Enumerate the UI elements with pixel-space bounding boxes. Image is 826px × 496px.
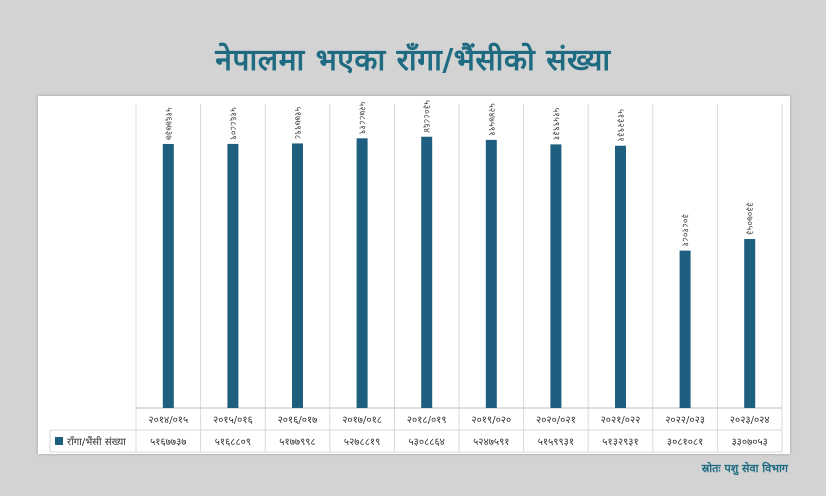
x-tick-label: २०२१/०२२ [601,415,641,426]
bar [356,138,368,408]
bar-data-label: ५१७७९९८ [292,107,302,140]
x-tick-label: २०१७/०१८ [342,415,382,426]
table-value-cell: ५२४७५९१ [473,437,509,448]
table-value-cell: ५१६७७३७ [150,437,186,448]
bar-data-label: ३०८१०८१ [680,214,690,247]
page-title: नेपालमा भएका राँगा/भैंसीको संख्या [215,43,611,78]
x-tick-label: २०२०/०२१ [536,415,576,426]
bar-data-label: ५१६८८०९ [227,107,237,140]
table-value-cell: ५१६८८०९ [215,437,251,448]
bar [421,136,433,408]
table-value-cell: ५१५९९३१ [538,437,574,448]
table-value-cell: ५३०८८६४ [408,437,444,448]
bar-data-label: ५२४७५९१ [486,103,496,136]
bar [615,145,626,409]
chart-panel: ५१६७७३७ ५१६८८०९ ५१७७९९८ ५२७८८१९ ५३०८८६४ ५२४७५… [38,96,790,454]
bar [162,143,174,409]
bar [744,239,756,408]
bar-data-label: ५१५९९३१ [550,108,560,141]
legend-swatch [55,437,63,445]
bar-data-label: ३३०७०५३ [744,202,754,235]
bar-data-label: ५१६७७३७ [163,107,173,140]
source-note: स्रोतः पशु सेवा विभाग [701,462,788,475]
legend-series-name: राँगा/भैंसी संख्या [67,436,126,448]
bar [485,139,497,408]
x-tick-label: २०२३/०२४ [730,415,770,426]
table-value-cell: ३३०७०५३ [731,437,767,448]
x-tick-label: २०१५/०१६ [213,415,253,426]
bar [679,250,691,408]
table-value-cell: ५१३२९३१ [602,437,638,448]
bar-data-label: ५२७८८१९ [357,102,367,135]
bar [227,143,239,408]
table-value-cell: ५२७८८१९ [344,437,380,448]
bar [292,143,303,408]
table-value-cell: ५१७७९९८ [279,437,315,448]
x-tick-label: २०१८/०१९ [407,415,447,426]
x-tick-label: २०१४/०१५ [148,415,188,426]
bar-data-label: ५३०८८६४ [421,100,431,133]
bar [550,144,562,408]
bar-data-label: ५१३२९३१ [615,109,625,142]
x-tick-label: २०१९/०२० [471,415,511,426]
table-value-cell: ३०८१०८१ [667,437,703,448]
x-tick-label: २०१६/०१७ [278,415,318,426]
x-tick-label: २०२२/०२३ [665,415,705,426]
bar-chart: ५१६७७३७ ५१६८८०९ ५१७७९९८ ५२७८८१९ ५३०८८६४ ५२४७५… [49,100,783,453]
